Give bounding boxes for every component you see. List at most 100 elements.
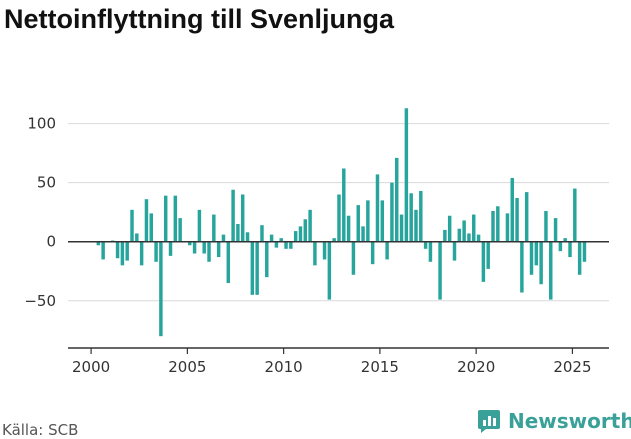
bar [573, 188, 577, 242]
bar [414, 209, 418, 242]
bar [491, 211, 495, 242]
bar [101, 241, 105, 260]
bar [577, 241, 582, 275]
bar [438, 241, 442, 300]
bar [380, 200, 385, 242]
bar [96, 241, 101, 246]
bar [154, 241, 158, 262]
bar [284, 241, 288, 249]
bar [558, 241, 563, 252]
bar [399, 214, 404, 242]
bar [236, 224, 240, 242]
bar [168, 241, 173, 256]
x-tick-label: 2025 [553, 358, 591, 376]
bar [472, 214, 476, 242]
x-tick-label: 2000 [72, 358, 110, 376]
bar [255, 241, 259, 295]
bar [269, 234, 274, 242]
bar [240, 194, 245, 242]
bar [568, 241, 572, 258]
bar [163, 195, 168, 242]
y-tick-label: −50 [24, 292, 56, 310]
bar [265, 241, 269, 278]
bar [308, 209, 312, 242]
bar [130, 209, 134, 242]
bar [404, 108, 409, 242]
bar [139, 241, 144, 266]
bar [212, 214, 216, 242]
bar [549, 241, 553, 300]
bar [332, 238, 336, 242]
bar [370, 241, 375, 265]
bar [231, 189, 235, 242]
bar [342, 168, 346, 242]
bar [303, 219, 308, 242]
bar [226, 241, 231, 284]
bar [289, 241, 293, 249]
bar-series [96, 108, 587, 337]
x-tick-label: 2010 [265, 358, 303, 376]
bar [409, 193, 413, 242]
bar [207, 241, 211, 262]
bar [221, 234, 226, 242]
bar [539, 241, 543, 285]
chart-logo-icon [478, 410, 500, 433]
bar [486, 241, 490, 269]
bar [496, 206, 500, 242]
bar [544, 211, 548, 242]
bar [395, 157, 399, 242]
x-tick-label: 2005 [168, 358, 206, 376]
bar [447, 215, 452, 242]
bar [322, 241, 327, 260]
bar [563, 238, 567, 242]
bar [293, 231, 298, 242]
bar [279, 238, 283, 242]
bar [149, 213, 154, 242]
bar [385, 241, 389, 260]
bar [481, 241, 486, 282]
bar [452, 241, 457, 261]
bar [274, 241, 279, 248]
bar [476, 234, 481, 242]
brand-logo: Newsworthy [476, 408, 631, 434]
bar [462, 220, 466, 242]
y-tick-label: 50 [37, 174, 56, 192]
bar [327, 241, 332, 300]
bar [534, 241, 539, 266]
y-tick-label: 100 [27, 115, 56, 133]
bar [582, 241, 587, 262]
bar [250, 241, 255, 295]
y-axis: −50 0 50 100 [24, 115, 56, 310]
y-tick-label: 0 [46, 233, 56, 251]
bar [313, 241, 317, 266]
bar [188, 241, 192, 246]
bar [443, 229, 447, 242]
bar [553, 218, 558, 242]
bar [390, 182, 394, 242]
bar [375, 174, 380, 242]
bar [510, 177, 514, 242]
x-axis: 2000 2005 2010 2015 2020 2025 [68, 240, 609, 376]
bar [178, 218, 182, 242]
bar [467, 233, 471, 242]
bar [245, 232, 250, 242]
bar [202, 241, 206, 254]
bar [144, 199, 149, 242]
bar [351, 241, 356, 275]
bar [260, 225, 264, 242]
bar [159, 241, 163, 337]
bar [529, 241, 534, 275]
bar [192, 241, 197, 254]
bar [337, 194, 341, 242]
bar [125, 241, 129, 261]
bar [515, 198, 519, 242]
brand-name: Newsworthy [508, 409, 631, 433]
source-note: Källa: SCB [2, 421, 79, 439]
bar [197, 209, 202, 242]
bar [216, 241, 221, 258]
x-tick-label: 2015 [361, 358, 399, 376]
bar [419, 190, 423, 242]
bar [520, 241, 524, 293]
bar [361, 226, 365, 242]
